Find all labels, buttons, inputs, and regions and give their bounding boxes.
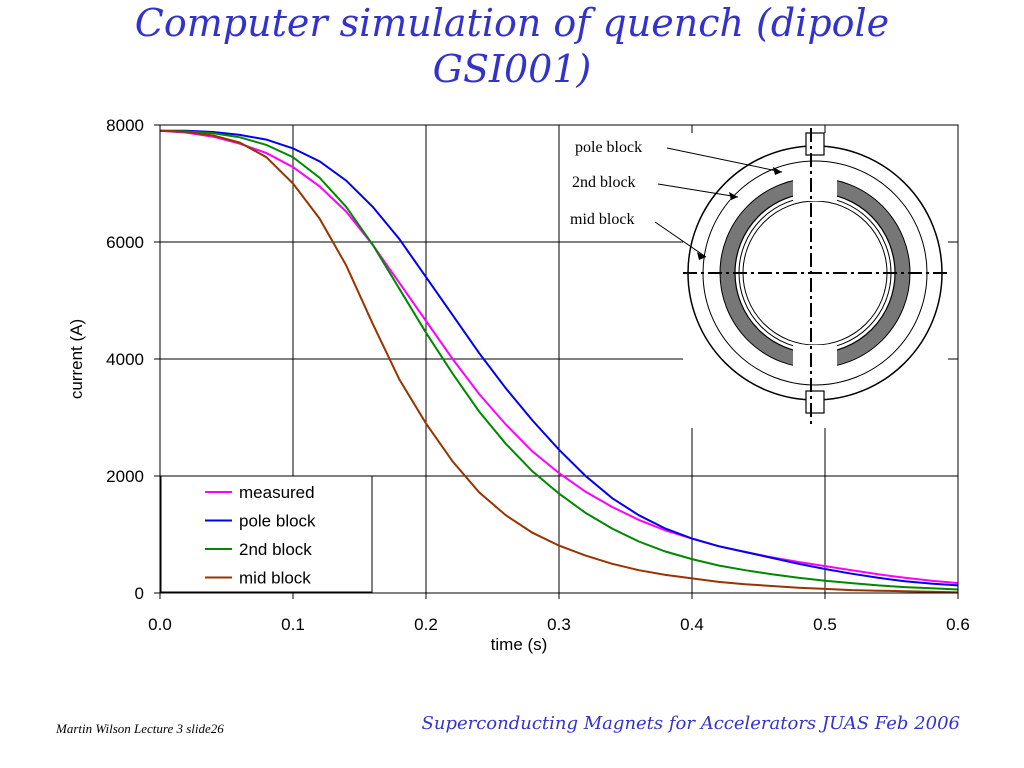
y-tick-label: 4000 [106, 350, 144, 369]
legend-label: 2nd block [239, 540, 312, 559]
y-tick-label: 2000 [106, 467, 144, 486]
coil-gap-top [793, 173, 837, 201]
yoke-notch-bottom [805, 390, 825, 414]
x-axis-label: time (s) [491, 635, 548, 654]
y-axis-label: current (A) [67, 319, 86, 399]
y-tick-label: 6000 [106, 233, 144, 252]
series-line [160, 129, 959, 587]
slide-title: Computer simulation of quench (dipole GS… [112, 0, 912, 92]
series-line [159, 129, 959, 594]
leader-line [666, 147, 783, 173]
leader-line [657, 183, 739, 198]
x-tick-label: 0.2 [414, 615, 438, 634]
footer-author: Martin Wilson Lecture 3 slide26 [56, 721, 224, 736]
leader-arrowhead [729, 192, 738, 200]
y-tick-label: 0 [135, 584, 144, 603]
legend-box [160, 475, 373, 593]
axes: 0.0 0.1 0.2 0.3 0.4 0.5 0.6 0 2000 4000 6000 8000 ti… [67, 116, 970, 654]
legend: measured pole block 2nd block mid block [160, 475, 373, 593]
title-line-1: Computer simulation of quench (dipole [134, 1, 890, 45]
x-tick-label: 0.6 [946, 615, 970, 634]
series-line [159, 129, 959, 585]
inset-label: pole block [575, 139, 642, 156]
x-tick-label: 0.4 [680, 615, 704, 634]
y-tick-label: 8000 [106, 116, 144, 135]
yoke-notch-top [805, 132, 825, 156]
x-tick-label: 0.3 [547, 615, 571, 634]
inset-label: mid block [570, 211, 634, 228]
magnet-cross-section-inset: pole block 2nd block mid block [570, 128, 948, 428]
footer-course: Superconducting Magnets for Accelerators… [421, 713, 960, 734]
inset-label: 2nd block [572, 174, 636, 191]
series-group [159, 129, 959, 594]
leader-arrowhead [773, 167, 782, 175]
legend-label: pole block [239, 512, 316, 531]
leader-arrowhead [697, 252, 706, 260]
title-line-2: GSI001) [432, 47, 592, 91]
x-tick-label: 0.0 [148, 615, 172, 634]
legend-label: mid block [239, 569, 311, 588]
series-line [159, 129, 959, 591]
coil-gap-bottom [793, 345, 837, 373]
legend-label: measured [239, 483, 315, 502]
leader-line [654, 221, 707, 258]
x-tick-label: 0.1 [281, 615, 305, 634]
x-tick-label: 0.5 [813, 615, 837, 634]
